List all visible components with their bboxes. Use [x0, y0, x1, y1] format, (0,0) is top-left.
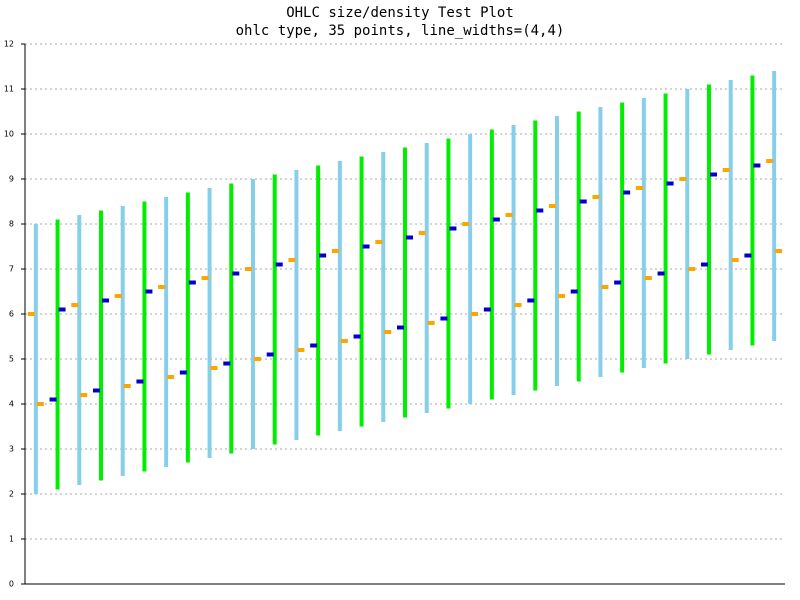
chart-title: OHLC size/density Test Plot: [286, 5, 514, 21]
y-tick-label: 12: [4, 40, 14, 49]
y-tick-label: 5: [9, 355, 14, 364]
y-tick-label: 2: [9, 490, 14, 499]
y-tick-label: 7: [9, 265, 14, 274]
y-tick-label: 11: [4, 85, 14, 94]
y-tick-label: 6: [9, 310, 14, 319]
y-tick-label: 0: [9, 580, 14, 589]
y-tick-label: 8: [9, 220, 14, 229]
chart-subtitle: ohlc type, 35 points, line_widths=(4,4): [236, 23, 565, 39]
y-tick-label: 1: [9, 535, 14, 544]
y-tick-label: 4: [9, 400, 14, 409]
y-tick-label: 10: [4, 130, 14, 139]
y-tick-label: 3: [9, 445, 14, 454]
y-tick-label: 9: [9, 175, 14, 184]
